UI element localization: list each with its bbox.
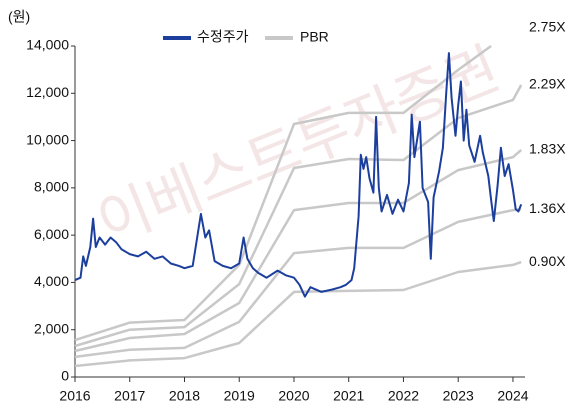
y-tick-label: 0: [61, 368, 69, 384]
x-tick-label: 2021: [333, 388, 364, 404]
pbr-band: [74, 44, 492, 342]
y-tick-label: 12,000: [26, 84, 69, 100]
watermark: 이베스트투자증권: [88, 36, 508, 256]
x-tick-label: 2019: [224, 388, 255, 404]
band-label: 2.29X: [529, 76, 566, 92]
x-tick-label: 2022: [388, 388, 419, 404]
x-tick-label: 2016: [59, 388, 90, 404]
pbr-band: [74, 207, 522, 359]
price-line: [74, 52, 523, 298]
x-tick-label: 2024: [497, 388, 528, 404]
y-tick-label: 4,000: [34, 273, 69, 289]
band-label: 0.90X: [529, 253, 566, 269]
y-axis-label: (원): [8, 9, 30, 25]
band-label: 1.36X: [529, 200, 566, 216]
y-tick-label: 2,000: [34, 320, 69, 336]
x-tick-label: 2023: [443, 388, 474, 404]
y-tick-label: 8,000: [34, 179, 69, 195]
legend-label: 수정주가: [197, 29, 249, 45]
x-tick-label: 2017: [114, 388, 145, 404]
band-label: 1.83X: [529, 141, 566, 157]
band-label: 2.75X: [529, 19, 566, 35]
y-tick-label: 10,000: [26, 131, 69, 147]
y-tick-label: 14,000: [26, 37, 69, 53]
x-tick-label: 2018: [169, 388, 200, 404]
y-tick-label: 6,000: [34, 226, 69, 242]
legend-label: PBR: [300, 29, 329, 45]
x-tick-label: 2020: [278, 388, 309, 404]
pbr-band: [74, 84, 523, 348]
